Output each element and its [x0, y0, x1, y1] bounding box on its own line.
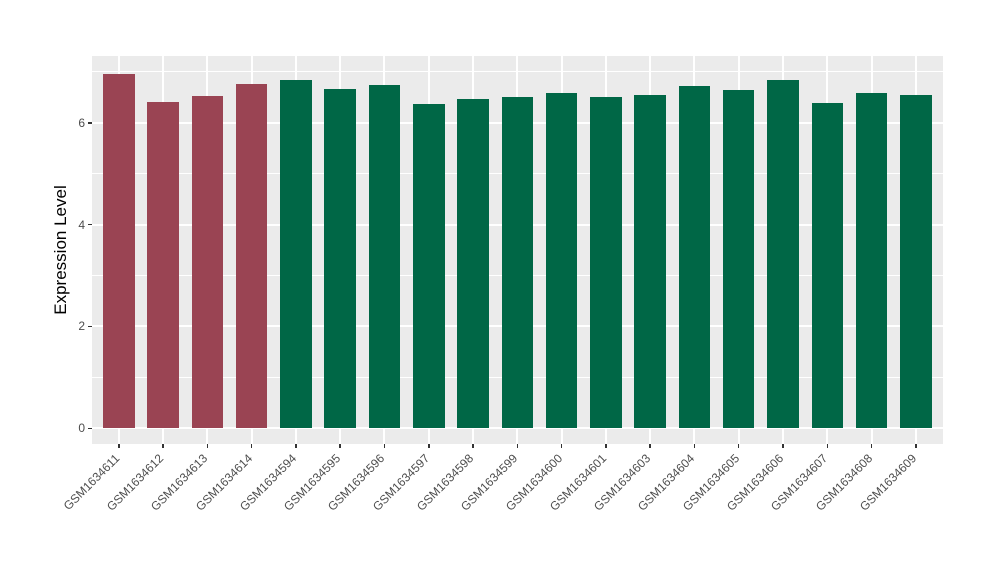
y-tick-label: 6: [78, 115, 85, 130]
x-tick-mark: [383, 444, 386, 448]
x-tick-mark: [295, 444, 297, 448]
bar: [324, 88, 356, 429]
x-tick-mark: [162, 444, 164, 448]
x-tick-mark: [737, 444, 740, 448]
x-tick-mark: [516, 444, 519, 448]
bar: [722, 90, 755, 429]
y-tick-mark: [87, 223, 92, 226]
y-tick-label: 0: [78, 421, 85, 436]
bar: [147, 102, 179, 429]
bar: [501, 96, 534, 429]
x-tick-mark: [206, 444, 209, 448]
chart-panel: [92, 56, 943, 444]
bar: [191, 96, 224, 429]
bar: [811, 103, 844, 429]
y-tick-label: 4: [78, 217, 85, 232]
x-tick-mark: [870, 444, 873, 448]
bar: [280, 80, 312, 429]
bar: [103, 73, 135, 429]
y-tick-mark: [87, 325, 92, 328]
x-tick-mark: [782, 444, 784, 448]
x-tick-mark: [915, 444, 917, 448]
bar: [413, 103, 445, 429]
bar: [590, 97, 622, 429]
y-tick-label: 2: [78, 319, 85, 334]
x-tick-mark: [428, 444, 430, 448]
bar: [855, 92, 888, 429]
bar: [634, 94, 666, 429]
x-tick-mark: [118, 444, 120, 448]
x-tick-mark: [826, 444, 829, 448]
x-tick-mark: [649, 444, 651, 448]
y-tick-mark: [87, 122, 92, 124]
bar: [235, 84, 268, 429]
bar: [545, 92, 578, 429]
x-tick-mark: [605, 444, 607, 448]
x-tick-mark: [250, 444, 253, 448]
bar: [457, 99, 489, 429]
x-tick-mark: [560, 444, 563, 448]
y-tick-mark: [87, 427, 92, 430]
bar: [678, 86, 711, 429]
bar: [368, 84, 401, 429]
x-tick-mark: [472, 444, 474, 448]
bar: [767, 80, 799, 429]
bar: [900, 94, 932, 429]
x-tick-mark: [339, 444, 341, 448]
y-axis-title: Expression Level: [51, 185, 70, 315]
x-tick-mark: [693, 444, 696, 448]
